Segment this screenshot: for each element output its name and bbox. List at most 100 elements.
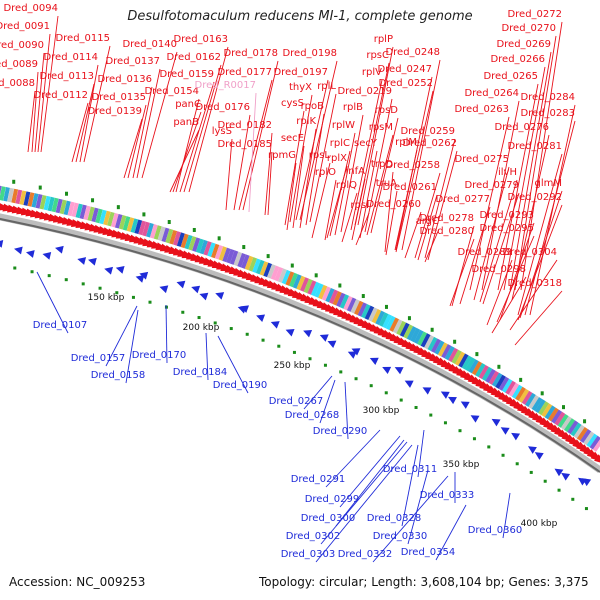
forward-gene-label: Dred_0112 [33,90,88,101]
forward-gene-leader-line [169,129,200,193]
forward-gene-label: Dred_0219 [337,86,392,97]
reverse-cds-arrow [256,314,266,323]
reverse-gene-label: Dred_0354 [401,547,456,558]
gc-marker [245,332,249,336]
gene-labels: Dred_0094Dred_0091Dred_0090Dred_0089Dred… [0,3,575,560]
gc-marker [584,507,588,511]
gc-marker [148,300,152,304]
forward-gene-leader-line [482,192,520,305]
cog-category-block [184,234,193,250]
reverse-cds-arrow [470,415,480,423]
reverse-cds-arrow [240,305,250,313]
cog-category-block [518,388,530,403]
genome-summary-text: Topology: circular; Length: 3,608,104 bp… [259,575,589,589]
reverse-gene-leader-line [335,439,405,527]
gc-marker [339,370,343,374]
forward-gene-label: thyX [289,82,312,93]
reverse-cds-arrow [491,418,501,427]
kbp-tick-label: 350 kbp [443,460,480,470]
forward-gene-leader-line [496,235,535,323]
gc-marker [571,497,575,501]
cog-category-block [274,266,284,282]
cog-category-block [481,366,493,382]
gc-marker [384,304,388,309]
forward-gene-leader-line [357,46,394,226]
forward-gene-leader-line [497,83,539,291]
cog-category-block [589,435,600,450]
cog-category-block [437,342,448,357]
gc-marker [430,327,434,332]
forward-gene-leader-line [514,35,557,291]
forward-gene-label: Dred_0115 [55,33,110,44]
gc-marker [429,413,433,417]
gc-marker [543,479,547,483]
cog-category-block [83,205,91,221]
forward-gene-label: truA [376,178,397,189]
cog-category-block [75,203,83,219]
forward-gene-label: rpsM [369,122,393,133]
forward-gene-leader-line [469,116,510,291]
reverse-cds-arrow [528,446,537,454]
forward-gene-label: Dred_0136 [97,74,152,85]
forward-gene-label: Dred_0261 [382,182,437,193]
forward-gene-label: Dred_0264 [464,88,519,99]
forward-gene-label: Dred_0154 [144,86,199,97]
reverse-gene-leader-line [339,435,401,508]
cog-category-block [339,294,350,309]
gc-marker [38,185,42,190]
reverse-gene-label: Dred_0332 [338,549,393,560]
cog-category-block [7,187,15,203]
forward-gene-leader-line [520,21,563,291]
reverse-cds-arrow [447,396,457,405]
cog-category-block [310,281,321,297]
gc-marker [142,212,146,217]
forward-gene-leader-line [473,166,510,301]
cog-category-block [471,361,483,376]
forward-gene-leader-line [299,60,338,221]
reverse-cds-arrow [327,340,337,348]
cog-category-block [403,324,414,339]
forward-gene-leader-line [34,52,45,153]
forward-gene-label: Dred_0176 [195,102,250,113]
gc-marker [453,339,457,344]
cog-category-block [318,284,328,300]
cog-category-block [396,320,407,336]
reverse-gene-label: Dred_0299 [305,494,360,505]
forward-gene-label: rplL [317,81,336,92]
reverse-cds-arrow [561,472,571,481]
forward-gene-leader-line [37,33,51,153]
cog-category-block [521,390,533,405]
cog-category-block [142,221,150,237]
cog-category-block [114,213,123,229]
cog-category-block [248,257,258,272]
forward-gene-leader-line [292,145,305,229]
gc-marker [443,421,447,425]
gc-marker [361,294,365,299]
cog-category-block [451,349,462,364]
forward-gene-label: secY [354,138,378,149]
forward-gene-label: Dred_0159 [159,69,214,80]
forward-gene-leader-line [40,15,59,153]
genome-backbone-inner [0,217,600,473]
forward-gene-label: rpsD [375,105,399,116]
forward-gene-leader-line [183,64,222,193]
gc-marker [407,316,411,321]
gc-marker [81,282,85,286]
cog-category-block [364,305,375,321]
forward-gene-leader-line [329,150,351,237]
reverse-gene-leader-line [36,271,69,334]
forward-gene-leader-line [404,211,422,259]
feature-tracks [0,179,600,511]
forward-gene-leader-line [424,228,440,263]
gc-marker [384,391,388,395]
forward-gene-leader-line [384,171,394,253]
kbp-tick-label: 150 kbp [88,293,125,303]
gc-marker [487,445,491,449]
cog-category-block [525,392,536,407]
cog-category-block [458,353,469,368]
forward-gene-leader-line [491,276,527,334]
reverse-gene-label: Dred_0170 [132,350,187,361]
cog-category-block [350,299,360,314]
gc-marker [515,462,519,466]
forward-gene-label: Dred_0182 [217,120,272,131]
